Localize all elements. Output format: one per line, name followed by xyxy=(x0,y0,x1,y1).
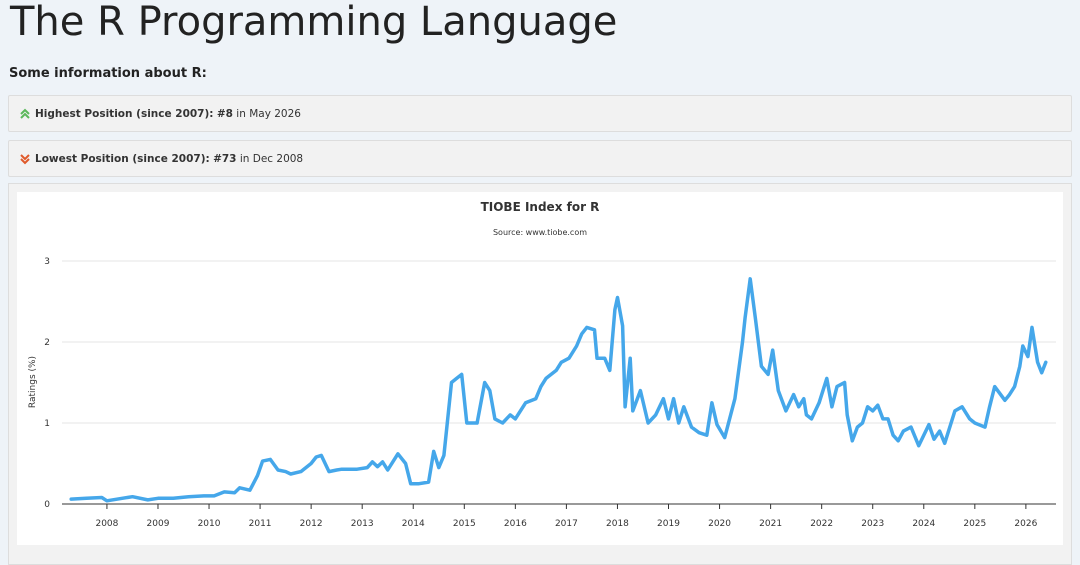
page-title: The R Programming Language xyxy=(10,0,618,45)
info-text: in May 2026 xyxy=(236,107,301,120)
line xyxy=(69,277,1048,503)
x-tick-label: 2025 xyxy=(963,519,986,529)
y-axis-label: Ratings (%) xyxy=(28,356,38,408)
x-tick-label: 2008 xyxy=(95,519,118,529)
x-tick-label: 2015 xyxy=(453,519,476,529)
x-tick-label: 2020 xyxy=(708,519,731,529)
y-tick-label: 1 xyxy=(44,419,50,429)
x-tick-label: 2021 xyxy=(759,519,782,529)
info-position: #8 xyxy=(216,107,233,120)
chart-subtitle: Source: www.tiobe.com xyxy=(493,228,587,237)
x-tick-label: 2011 xyxy=(249,519,272,529)
info-label: Highest Position (since 2007): xyxy=(35,107,214,120)
info-label: Lowest Position (since 2007): xyxy=(35,152,210,165)
info-box: Lowest Position (since 2007): #73 in Dec… xyxy=(8,140,1072,177)
down-icon xyxy=(20,153,30,164)
x-tick-label: 2026 xyxy=(1014,519,1037,529)
up-icon xyxy=(20,108,30,119)
x-tick-label: 2009 xyxy=(147,519,170,529)
x-tick-label: 2010 xyxy=(198,519,221,529)
x-tick-label: 2016 xyxy=(504,519,527,529)
y-tick-label: 3 xyxy=(44,257,50,267)
x-tick-label: 2018 xyxy=(606,519,629,529)
x-tick-label: 2017 xyxy=(555,519,578,529)
x-tick-label: 2024 xyxy=(912,519,935,529)
info-position: #73 xyxy=(213,152,237,165)
chart: TIOBE Index for R Source: www.tiobe.com … xyxy=(17,192,1063,545)
x-tick-label: 2022 xyxy=(810,519,833,529)
info-text: in Dec 2008 xyxy=(239,152,304,165)
y-tick-label: 2 xyxy=(44,338,50,348)
x-tick-label: 2012 xyxy=(300,519,323,529)
chart-title: TIOBE Index for R xyxy=(481,200,600,214)
x-tick-label: 2013 xyxy=(351,519,374,529)
subtitle: Some information about R: xyxy=(9,66,207,81)
x-tick-label: 2014 xyxy=(402,519,425,529)
x-tick-label: 2019 xyxy=(657,519,680,529)
info-box: Highest Position (since 2007): #8 in May… xyxy=(8,95,1072,132)
x-tick-label: 2023 xyxy=(861,519,884,529)
y-tick-label: 0 xyxy=(44,500,50,510)
